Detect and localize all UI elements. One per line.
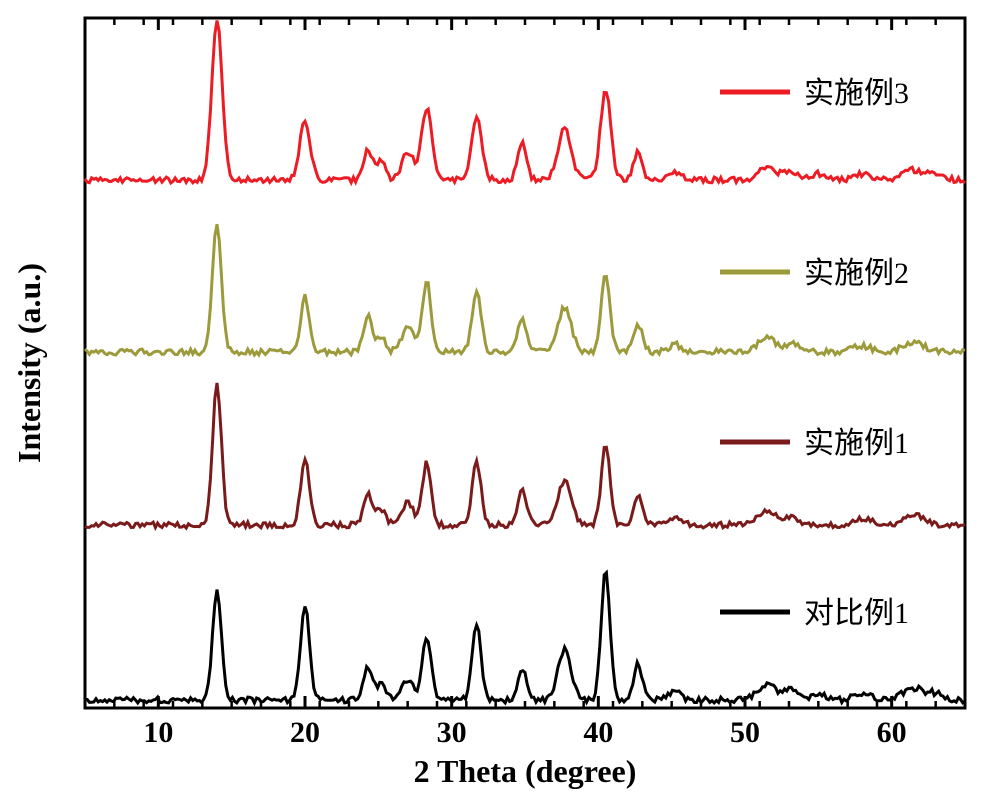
xrd-chart: 10 20 30 40 50 60 2 Theta (degree) Intensity (a…: [0, 0, 1000, 796]
x-tick-label: 10: [143, 716, 173, 749]
legend-label: 实施例2: [804, 257, 909, 290]
legend-label: 对比例1: [804, 597, 909, 630]
legend-label: 实施例3: [804, 77, 909, 110]
x-axis-label: 2 Theta (degree): [414, 753, 637, 789]
trace-compare1: [85, 573, 965, 703]
legend-label: 实施例1: [804, 427, 909, 460]
x-tick-label: 40: [583, 716, 613, 749]
x-tick-label: 50: [730, 716, 760, 749]
y-axis-label: Intensity (a.u.): [11, 263, 47, 463]
x-tick-label: 30: [437, 716, 467, 749]
x-tick-label: 60: [877, 716, 907, 749]
x-tick-label: 20: [290, 716, 320, 749]
